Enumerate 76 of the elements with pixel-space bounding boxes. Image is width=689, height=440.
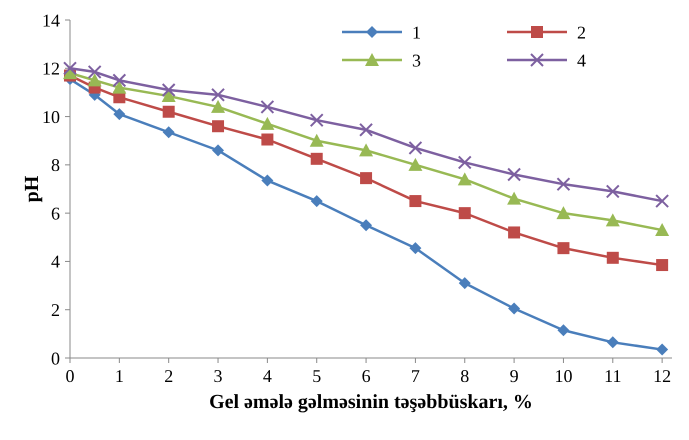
x-axis-title: Gel əmələ gəlməsinin təşəbbüskarı, %: [209, 391, 533, 413]
point: [556, 206, 570, 220]
point: [606, 184, 620, 198]
legend-label: 4: [577, 50, 586, 70]
point: [606, 252, 619, 264]
point: [508, 302, 520, 315]
y-tick-label: 6: [51, 203, 60, 224]
point: [508, 226, 520, 238]
point: [260, 116, 274, 130]
point: [408, 140, 422, 155]
x-tick-label: 6: [362, 366, 371, 386]
point: [557, 242, 570, 254]
point: [655, 194, 670, 208]
point: [507, 192, 522, 205]
point: [458, 277, 471, 290]
point: [261, 134, 274, 146]
x-tick-label: 5: [312, 366, 322, 386]
point: [655, 223, 670, 236]
point: [507, 168, 522, 182]
point: [458, 172, 472, 186]
point: [260, 100, 274, 114]
point: [162, 83, 176, 98]
x-tick-label: 8: [460, 366, 470, 386]
y-axis-title: pH: [21, 175, 43, 202]
point: [408, 158, 422, 171]
point: [606, 336, 619, 348]
point: [63, 61, 77, 76]
point: [310, 195, 323, 208]
y-tick-label: 4: [51, 252, 60, 272]
x-tick-label: 1: [114, 366, 124, 386]
x-tick-label: 3: [214, 366, 223, 386]
point: [112, 80, 126, 94]
point: [310, 134, 324, 147]
point: [360, 172, 372, 184]
point: [88, 73, 102, 86]
x-tick-label: 10: [554, 366, 572, 386]
point: [212, 120, 224, 132]
point: [359, 143, 374, 156]
point: [113, 108, 126, 120]
x-tick-label: 7: [410, 366, 420, 386]
x-tick-label: 9: [510, 366, 519, 386]
point: [310, 152, 323, 165]
point: [112, 73, 126, 88]
x-tick-label: 12: [653, 366, 672, 386]
y-tick-label: 14: [42, 10, 60, 30]
point: [162, 126, 175, 138]
y-tick-label: 10: [42, 106, 60, 127]
legend-label: 2: [577, 22, 586, 42]
point: [606, 213, 620, 226]
y-tick-label: 12: [42, 58, 60, 79]
point: [360, 219, 372, 232]
point: [88, 64, 102, 79]
y-tick-label: 2: [51, 300, 60, 320]
point: [458, 155, 472, 170]
point: [211, 100, 226, 113]
point: [557, 324, 570, 336]
legend-label: 3: [412, 50, 421, 70]
point: [656, 344, 668, 356]
point: [310, 113, 324, 128]
point: [261, 174, 274, 187]
x-tick-label: 0: [66, 366, 74, 386]
point: [409, 242, 422, 254]
point: [359, 122, 374, 137]
point: [458, 207, 471, 220]
point: [409, 195, 422, 208]
point: [556, 177, 570, 192]
x-tick-label: 4: [262, 366, 272, 386]
legend-label: 1: [412, 22, 421, 42]
point: [212, 144, 224, 156]
x-tick-label: 2: [164, 366, 174, 386]
y-tick-label: 8: [51, 155, 60, 176]
x-tick-label: 11: [604, 366, 622, 386]
point: [162, 106, 175, 118]
point: [211, 88, 226, 102]
point: [656, 259, 668, 272]
y-tick-label: 0: [51, 348, 60, 368]
